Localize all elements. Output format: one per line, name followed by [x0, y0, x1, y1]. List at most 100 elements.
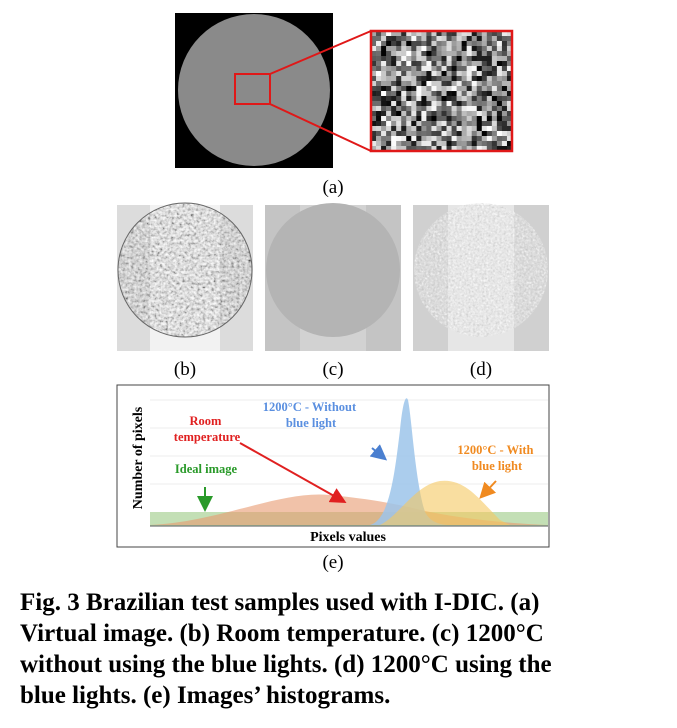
zoom-pixel	[391, 71, 397, 77]
zoom-pixel	[431, 46, 437, 52]
zoom-pixel	[396, 121, 402, 127]
zoom-pixel	[401, 71, 407, 77]
zoom-pixel	[436, 146, 442, 152]
zoom-pixel	[506, 76, 513, 82]
zoom-pixel	[466, 131, 473, 137]
zoom-pixel	[441, 121, 447, 127]
zoom-pixel	[426, 136, 432, 142]
zoom-pixel	[486, 96, 493, 102]
zoom-pixel	[456, 86, 462, 92]
zoom-pixel	[431, 136, 437, 142]
zoom-pixel	[436, 31, 442, 37]
zoom-pixel	[501, 86, 508, 92]
zoom-pixel	[406, 66, 412, 72]
zoom-pixel	[381, 61, 387, 67]
zoom-pixel	[456, 91, 462, 97]
zoom-pixel	[421, 56, 427, 62]
zoom-pixel	[461, 116, 467, 122]
zoom-pixel	[416, 96, 422, 102]
zoom-pixel	[461, 126, 467, 132]
zoom-pixel	[396, 41, 402, 47]
zoom-pixel	[411, 71, 417, 77]
zoom-pixel	[496, 116, 503, 122]
zoom-pixel	[441, 91, 447, 97]
zoom-pixel	[401, 31, 407, 37]
zoom-pixel	[426, 86, 432, 92]
zoom-pixel	[386, 96, 392, 102]
zoom-pixel	[406, 121, 412, 127]
zoom-pixel	[501, 116, 508, 122]
zoom-pixel	[461, 146, 467, 152]
zoom-pixel	[441, 131, 447, 137]
zoom-pixel	[461, 51, 467, 57]
zoom-pixel	[476, 56, 483, 62]
zoom-pixel	[476, 86, 483, 92]
zoom-pixel	[401, 136, 407, 142]
zoom-pixel	[491, 141, 498, 147]
zoom-pixel	[446, 66, 452, 72]
zoom-pixel	[456, 41, 462, 47]
zoom-pixel	[466, 126, 473, 132]
zoom-pixel	[376, 46, 382, 52]
zoom-pixel	[371, 106, 377, 112]
zoom-pixel	[461, 71, 467, 77]
zoom-pixel	[391, 51, 397, 57]
y-axis-label: Number of pixels	[131, 406, 146, 509]
zoom-pixel	[471, 41, 478, 47]
zoom-pixel	[466, 91, 473, 97]
zoom-pixel	[426, 81, 432, 87]
zoom-pixel	[421, 126, 427, 132]
zoom-pixel	[436, 136, 442, 142]
zoom-pixel	[416, 91, 422, 97]
zoom-pixel	[496, 71, 503, 77]
zoom-pixel	[376, 81, 382, 87]
zoom-pixel	[411, 41, 417, 47]
zoom-pixel	[446, 101, 452, 107]
zoom-pixel	[481, 131, 488, 137]
zoom-pixel	[416, 131, 422, 137]
zoom-pixel	[386, 81, 392, 87]
zoom-pixel	[406, 76, 412, 82]
zoom-pixel	[496, 101, 503, 107]
zoom-pixel	[371, 71, 377, 77]
zoom-pixel	[456, 146, 462, 152]
zoom-pixel	[481, 46, 488, 52]
zoom-pixel	[416, 66, 422, 72]
zoom-pixel	[411, 56, 417, 62]
zoom-pixel	[451, 111, 457, 117]
zoom-pixel	[486, 56, 493, 62]
zoom-pixel	[431, 116, 437, 122]
zoom-pixel	[501, 76, 508, 82]
zoom-pixel	[441, 76, 447, 82]
zoom-pixel	[441, 36, 447, 42]
zoom-pixel	[371, 86, 377, 92]
zoom-pixel	[491, 101, 498, 107]
zoom-pixel	[446, 126, 452, 132]
zoom-pixel	[421, 66, 427, 72]
zoom-pixel	[411, 116, 417, 122]
zoom-pixel	[501, 101, 508, 107]
zoom-pixel	[436, 106, 442, 112]
zoom-pixel	[426, 31, 432, 37]
zoom-pixel	[431, 141, 437, 147]
zoom-pixel	[476, 81, 483, 87]
zoom-pixel	[476, 31, 483, 37]
zoom-pixel	[381, 121, 387, 127]
zoom-pixel	[476, 131, 483, 137]
zoom-pixel	[506, 101, 513, 107]
zoom-pixel	[451, 141, 457, 147]
zoom-pixel	[481, 66, 488, 72]
zoom-pixel	[381, 46, 387, 52]
zoom-pixel	[486, 146, 493, 152]
zoom-pixel	[391, 131, 397, 137]
zoom-pixel	[491, 116, 498, 122]
zoom-pixel	[406, 116, 412, 122]
zoom-pixel	[381, 146, 387, 152]
zoom-pixel	[376, 111, 382, 117]
zoom-pixel	[441, 111, 447, 117]
zoom-pixel	[506, 31, 513, 37]
zoom-pixel	[391, 121, 397, 127]
zoom-pixel	[506, 111, 513, 117]
zoom-pixel	[451, 116, 457, 122]
zoom-pixel	[371, 96, 377, 102]
